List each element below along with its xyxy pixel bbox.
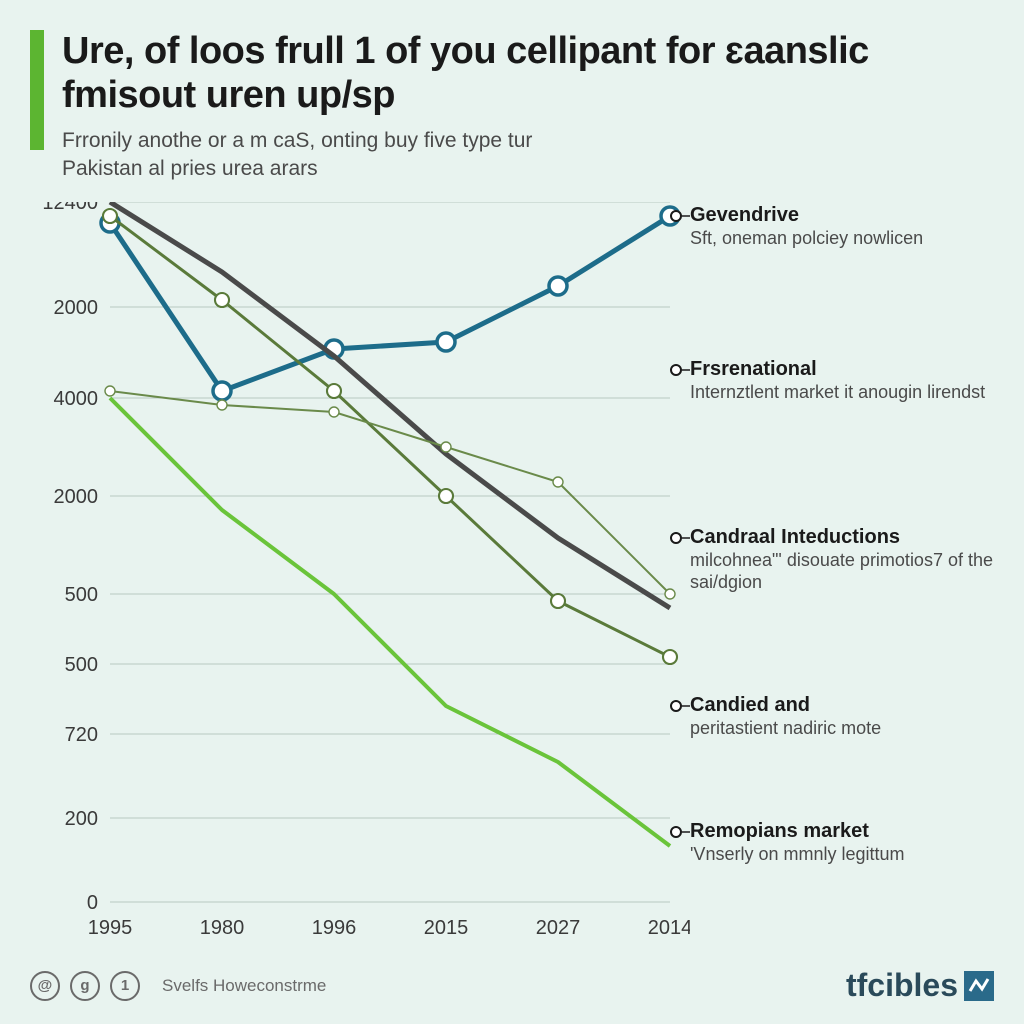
legend-title: Candied and	[690, 694, 994, 716]
x-tick-label: 2027	[536, 917, 581, 939]
series-marker	[437, 333, 455, 351]
series-marker	[217, 400, 227, 410]
y-tick-label: 12400	[42, 202, 98, 214]
y-tick-label: 4000	[54, 388, 99, 410]
legend-desc: Internztlent market it anougin lirendst	[690, 382, 994, 404]
chart-title: Ure, of loos frull 1 of you cellipant fo…	[62, 30, 994, 117]
series-marker	[327, 384, 341, 398]
legend-desc: milcohnea"' disouate primotios7 of the s…	[690, 550, 994, 593]
legend: GevendriveSft, oneman polciey nowlicen Fr…	[690, 202, 994, 902]
series-marker	[439, 489, 453, 503]
legend-item: Candraal Inteductionsmilcohnea"' disouat…	[690, 526, 994, 593]
y-tick-label: 500	[65, 584, 98, 606]
series-marker	[103, 209, 117, 223]
footer-left: @ ɡ 1 Svelfs Howeconstrme	[30, 971, 326, 1001]
x-tick-label: 1996	[312, 917, 357, 939]
series-line	[110, 216, 670, 391]
y-tick-label: 500	[65, 654, 98, 676]
series-line	[110, 391, 670, 594]
legend-item: Remopians market'Vnserly on mmnly legitt…	[690, 820, 994, 866]
legend-title: Remopians market	[690, 820, 994, 842]
chart-area: 1240020004000200050050072020001995198019…	[30, 202, 994, 962]
source-text: Svelfs Howeconstrme	[162, 976, 326, 996]
y-tick-label: 2000	[54, 297, 99, 319]
legend-leader-icon	[671, 827, 681, 837]
series-line	[110, 202, 670, 608]
series-line	[110, 216, 670, 657]
series-line	[110, 398, 670, 846]
legend-item: FrsrenationalInternztlent market it anou…	[690, 358, 994, 404]
y-tick-label: 200	[65, 808, 98, 830]
series-marker	[215, 293, 229, 307]
legend-leader-icon	[671, 701, 681, 711]
brand-mark-icon	[964, 971, 994, 1001]
legend-desc: Sft, oneman polciey nowlicen	[690, 228, 994, 250]
footer: @ ɡ 1 Svelfs Howeconstrme tfcibles	[30, 967, 994, 1004]
x-tick-label: 2015	[424, 917, 469, 939]
series-marker	[551, 594, 565, 608]
legend-title: Frsrenational	[690, 358, 994, 380]
series-marker	[441, 442, 451, 452]
cc-badge-icon: @	[30, 971, 60, 1001]
title-block: Ure, of loos frull 1 of you cellipant fo…	[62, 30, 994, 182]
series-marker	[553, 477, 563, 487]
series-marker	[105, 386, 115, 396]
y-tick-label: 2000	[54, 486, 99, 508]
legend-leader-icon	[671, 365, 681, 375]
legend-desc: 'Vnserly on mmnly legittum	[690, 844, 994, 866]
y-tick-label: 720	[65, 724, 98, 746]
x-tick-label: 1980	[200, 917, 245, 939]
accent-bar	[30, 30, 44, 150]
legend-desc: peritastient nadiric mote	[690, 718, 994, 740]
series-marker	[663, 650, 677, 664]
y-tick-label: 0	[87, 892, 98, 914]
x-tick-label: 2014	[648, 917, 690, 939]
brand-logo: tfcibles	[846, 967, 994, 1004]
x-tick-label: 1995	[88, 917, 133, 939]
series-marker	[213, 382, 231, 400]
legend-title: Gevendrive	[690, 204, 994, 226]
cc-badge-icon: 1	[110, 971, 140, 1001]
series-marker	[549, 277, 567, 295]
series-marker	[329, 407, 339, 417]
legend-leader-icon	[671, 533, 681, 543]
chart-subtitle: Frronily anothe or a m caS, onting buy f…	[62, 127, 994, 182]
legend-item: GevendriveSft, oneman polciey nowlicen	[690, 204, 994, 250]
line-chart: 1240020004000200050050072020001995198019…	[30, 202, 690, 962]
brand-text: tfcibles	[846, 967, 958, 1004]
header: Ure, of loos frull 1 of you cellipant fo…	[30, 30, 994, 182]
legend-leader-icon	[671, 211, 681, 221]
legend-item: Candied andperitastient nadiric mote	[690, 694, 994, 740]
series-marker	[665, 589, 675, 599]
cc-badge-icon: ɡ	[70, 971, 100, 1001]
legend-title: Candraal Inteductions	[690, 526, 994, 548]
